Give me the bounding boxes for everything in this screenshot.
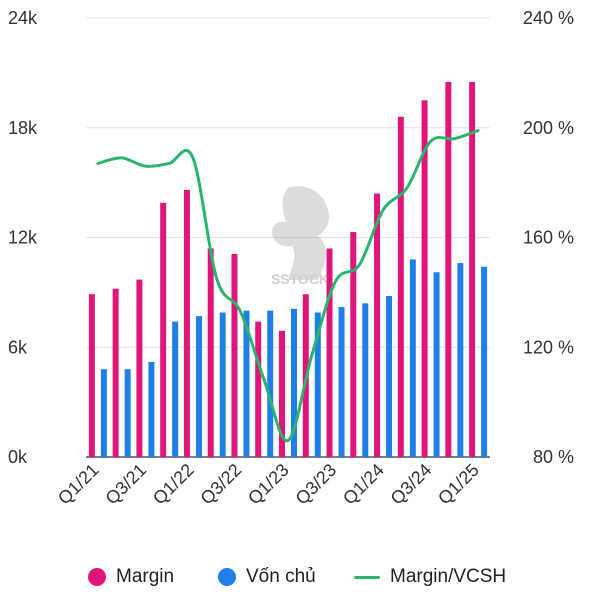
legend-item-von-chu[interactable]: Vốn chủ [218,566,316,588]
y-left-tick-label: 18k [8,118,38,138]
bar-margin [112,288,119,457]
bar-von-chu [172,321,179,457]
x-tick-label: Q1/23 [244,460,293,509]
x-tick-label: Q3/22 [196,460,245,509]
y-right-tick-label: 120 % [523,337,574,357]
bar-margin [255,321,262,457]
x-tick-label: Q3/23 [292,460,341,509]
bar-von-chu [314,312,321,457]
bar-margin [207,248,214,457]
bar-margin [374,193,381,457]
watermark-text: SSTOCK [271,271,329,287]
bar-von-chu [267,310,274,457]
bar-von-chu [386,296,393,457]
bar-margin [469,82,476,457]
y-left-tick-label: 12k [8,228,38,248]
x-tick-label: Q1/22 [149,460,198,509]
bar-von-chu [409,259,416,457]
bar-margin [183,189,190,458]
bar-margin [350,232,357,457]
bar-von-chu [338,307,345,457]
y-right-tick-label: 200 % [523,118,574,138]
y-left-tick-label: 24k [8,8,38,28]
ratio-line [96,128,480,443]
legend-item-margin[interactable]: Margin [88,566,174,588]
x-tick-label: Q3/24 [387,460,436,509]
ratio-line-icon [354,575,380,579]
legend: Margin Vốn chủ Margin/VCSH [0,566,600,596]
bar-margin [421,100,428,457]
bar-margin [445,82,452,457]
bar-margin [326,248,333,457]
bar-von-chu [195,316,202,457]
bar-von-chu [457,263,464,457]
left-axis: 0k 6k 12k 18k 24k [8,8,38,467]
x-tick-label: Q1/21 [54,460,103,509]
bar-von-chu [124,369,131,457]
bar-von-chu [362,303,369,457]
legend-label-margin: Margin [116,566,175,587]
bar-von-chu [219,312,226,457]
y-left-tick-label: 6k [8,337,28,357]
margin-dot-icon [88,568,106,586]
bar-margin [160,202,167,457]
bar-margin [136,279,143,457]
bar-margin [279,330,285,457]
bar-von-chu [100,369,107,457]
legend-item-ratio[interactable]: Margin/VCSH [354,566,506,588]
y-left-tick-label: 0k [8,447,28,467]
bar-von-chu [148,361,155,457]
bar-margin [88,294,95,457]
watermark-horse-logo: SSTOCK [271,186,330,287]
right-axis: 80 % 120 % 160 % 200 % 240 % [523,8,574,467]
y-right-tick-label: 240 % [523,8,574,28]
x-axis: Q1/21Q3/21Q1/22Q3/22Q1/23Q3/23Q1/24Q3/24… [54,460,483,509]
bar-margin [231,253,238,457]
y-right-tick-label: 80 % [533,447,574,467]
ratio-line-layer [96,128,480,443]
bar-von-chu [433,272,440,457]
y-right-tick-label: 160 % [523,228,574,248]
bar-von-chu [481,266,488,457]
bar-von-chu [291,308,297,457]
x-tick-label: Q3/21 [101,460,150,509]
von-chu-dot-icon [218,568,236,586]
legend-label-ratio: Margin/VCSH [390,566,507,587]
x-tick-label: Q1/24 [339,460,388,509]
bar-von-chu [243,310,250,457]
bars [88,82,488,458]
legend-label-von-chu: Vốn chủ [246,566,316,587]
bar-margin [397,116,404,458]
x-tick-label: Q1/25 [434,460,483,509]
